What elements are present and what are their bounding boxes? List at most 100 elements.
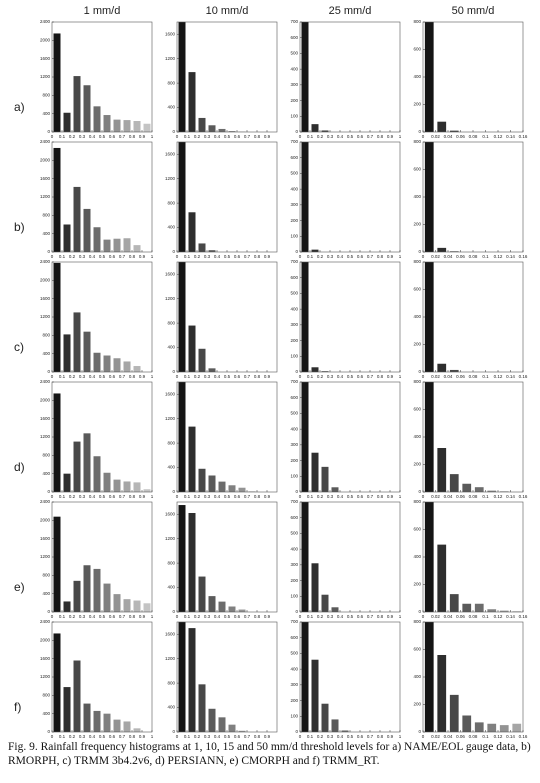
row-label: f) [14, 700, 21, 714]
x-tick-label: 0 [422, 374, 425, 379]
bar [188, 628, 196, 732]
y-tick-label: 600 [413, 167, 421, 172]
bar [123, 481, 131, 492]
y-tick-label: 2000 [40, 38, 51, 43]
x-tick-label: 0 [299, 254, 302, 259]
bar [487, 490, 497, 492]
bar [123, 361, 131, 372]
y-tick-label: 1600 [165, 31, 176, 36]
y-tick-label: 800 [42, 693, 50, 698]
x-tick-label: 0.2 [69, 134, 76, 139]
y-tick-label: 200 [413, 462, 421, 467]
x-tick-label: 0.02 [431, 134, 440, 139]
y-tick-label: 2400 [40, 139, 51, 144]
x-tick-label: 0.6 [234, 254, 241, 259]
y-tick-label: 700 [290, 499, 298, 504]
y-tick-label: 1600 [40, 536, 51, 541]
bar [474, 722, 484, 732]
x-tick-label: 0.6 [109, 494, 116, 499]
y-tick-label: 2000 [40, 518, 51, 523]
x-tick-label: 0.3 [79, 254, 86, 259]
x-tick-label: 0 [176, 254, 179, 259]
x-tick-label: 0.3 [204, 614, 211, 619]
x-tick-label: 0 [51, 134, 54, 139]
x-tick-label: 1 [399, 134, 402, 139]
bar [331, 487, 339, 492]
y-tick-label: 200 [413, 702, 421, 707]
bar [424, 622, 434, 732]
y-tick-label: 2000 [40, 638, 51, 643]
bar [198, 576, 206, 612]
x-tick-label: 0.1 [307, 734, 314, 738]
bar [341, 730, 349, 732]
x-tick-label: 0.8 [377, 254, 384, 259]
y-tick-label: 0 [418, 369, 421, 374]
x-tick-label: 0.8 [254, 134, 261, 139]
y-tick-label: 200 [290, 218, 298, 223]
y-tick-label: 0 [418, 729, 421, 734]
x-tick-label: 0.7 [119, 254, 126, 259]
x-tick-label: 0.9 [139, 254, 146, 259]
x-tick-label: 0.12 [494, 254, 503, 259]
bar [178, 382, 186, 492]
x-tick-label: 0.9 [139, 614, 146, 619]
bar [133, 245, 141, 252]
bar [93, 352, 101, 372]
x-tick-label: 0.5 [99, 134, 106, 139]
bar [178, 22, 186, 132]
x-tick-label: 0.04 [444, 734, 453, 738]
bar [218, 128, 226, 132]
bar [123, 599, 131, 612]
column-title: 10 mm/d [206, 5, 249, 17]
y-tick-label: 800 [42, 453, 50, 458]
y-tick-label: 0 [172, 729, 175, 734]
bar [133, 600, 141, 612]
x-tick-label: 0.02 [431, 494, 440, 499]
x-tick-label: 0.4 [214, 254, 221, 259]
bar [73, 76, 81, 132]
y-tick-label: 600 [290, 35, 298, 40]
bar [331, 719, 339, 732]
y-tick-label: 700 [290, 19, 298, 24]
bar [133, 728, 141, 732]
y-tick-label: 700 [290, 139, 298, 144]
bar [178, 262, 186, 372]
y-tick-label: 800 [413, 259, 421, 264]
bar [198, 348, 206, 372]
bar [238, 487, 246, 492]
bar [208, 125, 216, 132]
x-tick-label: 0.6 [357, 494, 364, 499]
y-tick-label: 400 [290, 306, 298, 311]
y-tick-label: 1200 [165, 536, 176, 541]
bar [311, 124, 319, 132]
y-tick-label: 800 [42, 93, 50, 98]
x-tick-label: 0.12 [494, 614, 503, 619]
x-tick-label: 1 [151, 254, 154, 259]
x-tick-label: 1 [399, 614, 402, 619]
bar [331, 607, 339, 612]
column-title: 25 mm/d [329, 5, 372, 17]
bar [218, 481, 226, 492]
x-tick-label: 0.1 [184, 734, 191, 738]
bar [143, 123, 151, 132]
bar [208, 475, 216, 492]
x-tick-label: 0.6 [109, 254, 116, 259]
y-tick-label: 600 [413, 47, 421, 52]
x-tick-label: 0.8 [254, 614, 261, 619]
bar [63, 112, 71, 132]
bar [499, 491, 509, 492]
bar [311, 563, 319, 612]
x-tick-label: 0 [422, 134, 425, 139]
x-tick-label: 0.14 [506, 374, 515, 379]
x-tick-label: 0 [51, 614, 54, 619]
y-tick-label: 400 [167, 105, 175, 110]
bar [103, 583, 111, 612]
x-tick-label: 0.8 [129, 374, 136, 379]
y-tick-label: 0 [295, 489, 298, 494]
x-tick-label: 0 [299, 614, 302, 619]
x-tick-label: 0.6 [357, 374, 364, 379]
x-tick-label: 0.06 [456, 494, 465, 499]
x-tick-label: 0.04 [444, 374, 453, 379]
bar [474, 603, 484, 612]
